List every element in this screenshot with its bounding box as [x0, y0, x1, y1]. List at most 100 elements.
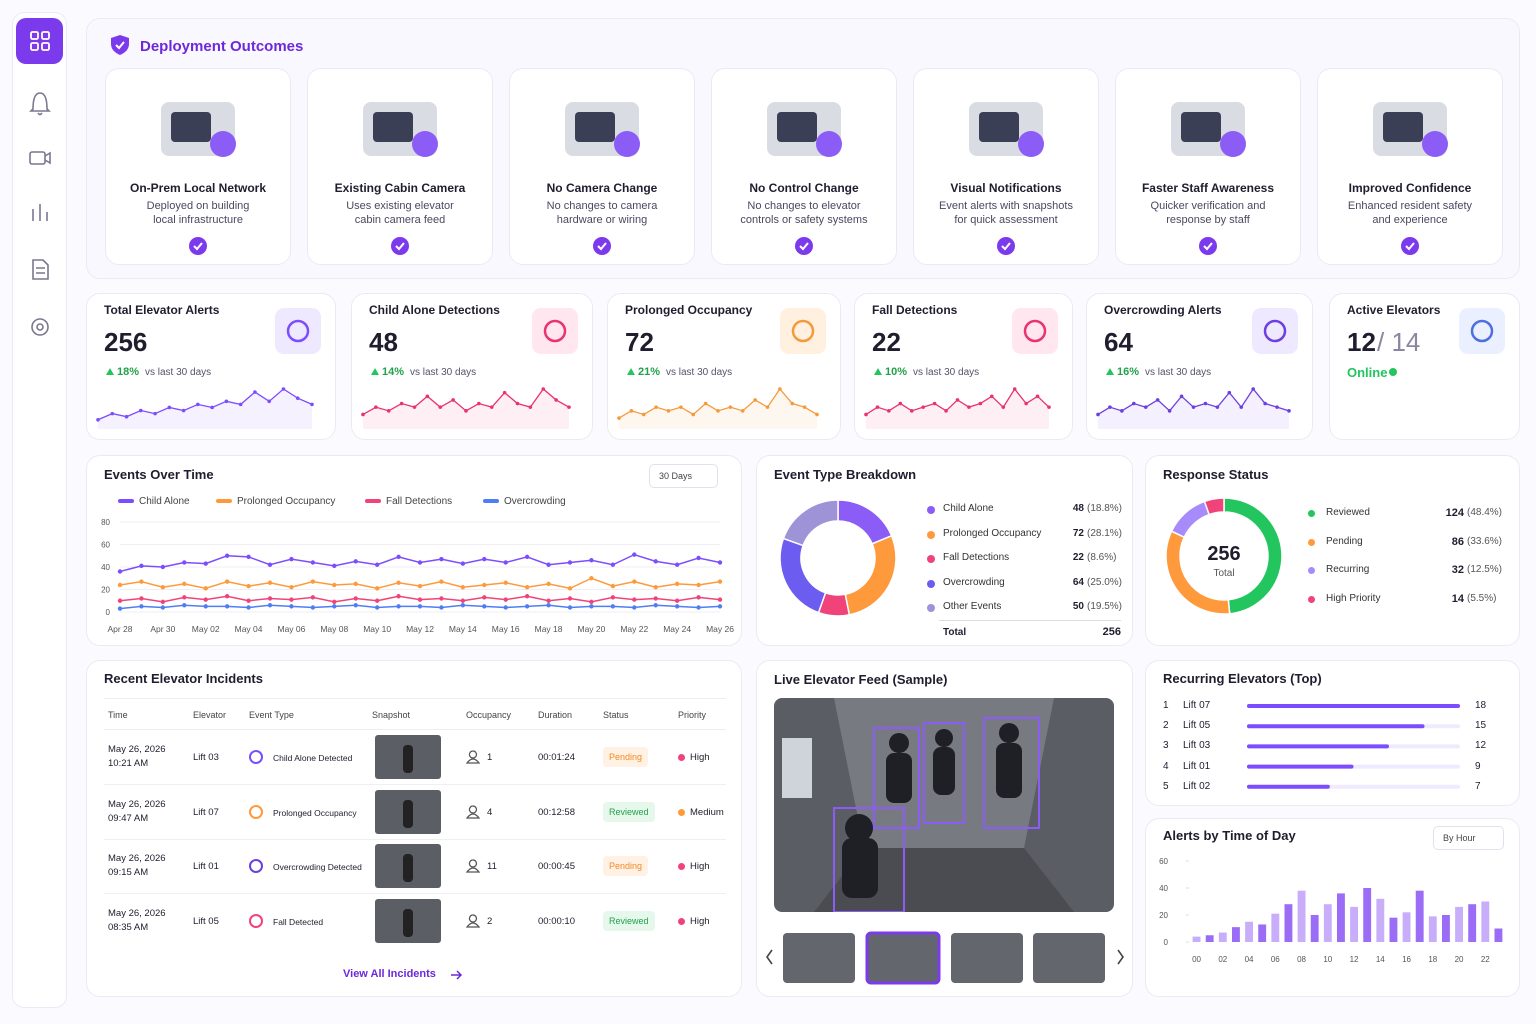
- series-dot: [289, 556, 294, 562]
- nav-alerts[interactable]: [29, 92, 51, 116]
- icon-bg: [1012, 308, 1058, 354]
- legend-dot: [1308, 538, 1315, 546]
- series-dot: [674, 581, 680, 587]
- table-rule: [104, 893, 726, 894]
- table-rule: [104, 698, 726, 699]
- total-rule: [939, 620, 1121, 621]
- bar: [1455, 906, 1463, 942]
- kpi-status: Online: [1347, 365, 1388, 380]
- legend-swatch: [365, 499, 381, 503]
- kpi-title: Active Elevators: [1347, 303, 1441, 317]
- feed-panel: Live Elevator Feed (Sample): [756, 660, 1133, 997]
- incident-time: 10:21 AM: [108, 758, 149, 769]
- bar: [1247, 764, 1354, 769]
- category-label: Lift 01: [1183, 760, 1211, 772]
- series-dot: [117, 569, 123, 574]
- sparkline-dot: [875, 405, 880, 409]
- prev-button[interactable]: [766, 949, 773, 965]
- series-dot: [117, 598, 123, 603]
- incident-time: 09:47 AM: [108, 812, 149, 824]
- outcome-illustration: [565, 102, 640, 157]
- sparkline-dot: [1108, 405, 1112, 409]
- sparkline-dot: [909, 409, 914, 413]
- value-label: 9: [1475, 760, 1481, 772]
- thumb[interactable]: [783, 933, 855, 983]
- event-icon: [249, 750, 263, 764]
- bar: [1247, 784, 1330, 789]
- legend-dot: [927, 530, 935, 539]
- series-dot: [139, 604, 144, 609]
- series-dot: [482, 582, 487, 588]
- sparkline-dot: [654, 405, 658, 409]
- thumb[interactable]: [1033, 933, 1105, 983]
- check-mark: [1405, 242, 1415, 251]
- up-arrow: [1106, 368, 1114, 375]
- kpi-title: Fall Detections: [872, 303, 958, 317]
- nav-stats[interactable]: [32, 204, 48, 221]
- series-dot: [396, 580, 401, 585]
- shield-icon: [111, 35, 129, 55]
- nav-settings[interactable]: [31, 318, 49, 336]
- series-dot: [417, 560, 423, 565]
- x-tick-label: May 16: [492, 624, 520, 634]
- sparkline-dot: [361, 412, 365, 417]
- series-dot: [310, 560, 316, 565]
- check-mark: [193, 242, 203, 251]
- kpi-value: 48: [369, 327, 398, 357]
- sparkline-dot: [502, 390, 507, 395]
- sparkline-dot: [1035, 394, 1040, 399]
- legend-percent: (25.0%): [1087, 576, 1123, 588]
- nav-reports[interactable]: [32, 259, 49, 280]
- sparkline-dot: [477, 401, 481, 406]
- series-dot: [203, 604, 208, 609]
- range-select[interactable]: By Hour: [1433, 826, 1504, 850]
- sparkline: [97, 388, 313, 421]
- thumb[interactable]: [951, 933, 1023, 983]
- bar: [1481, 901, 1490, 942]
- thumb[interactable]: [865, 931, 941, 985]
- series-dot: [546, 598, 551, 603]
- series-dot: [417, 604, 423, 609]
- incident-elevator: Lift 03: [193, 752, 219, 763]
- line-chart: 0 20 40 60 80 Apr 28 Apr 30 May 02 May 04 May 06 M…: [101, 518, 734, 634]
- sparkline-dot: [1143, 405, 1148, 409]
- legend-percent: (33.6%): [1467, 535, 1503, 547]
- outcome-card: [105, 68, 291, 265]
- legend-dot: [1308, 595, 1315, 603]
- sparkline-dot: [281, 387, 286, 391]
- view-all-link[interactable]: View All Incidents: [343, 968, 436, 980]
- x-tick-label: May 26: [706, 624, 734, 634]
- rank-label: 1: [1163, 700, 1169, 711]
- sparkline: [1096, 387, 1291, 429]
- series-dot: [139, 563, 144, 569]
- snapshot: [375, 844, 441, 888]
- legend-label: Prolonged Occupancy: [237, 496, 336, 507]
- sparkline-dot: [1203, 401, 1208, 406]
- legend-dot: [927, 579, 935, 588]
- illustration-screen: [1181, 112, 1221, 142]
- outcome-desc: No changes to elevator: [747, 200, 861, 212]
- bar: [1247, 744, 1389, 749]
- series-dot: [524, 585, 530, 590]
- sparkline-dot: [374, 405, 378, 409]
- outcome-desc: local infrastructure: [153, 214, 243, 226]
- x-tick-label: May 24: [663, 624, 691, 634]
- snapshot: [375, 789, 441, 834]
- sparkline-dot: [1047, 405, 1051, 409]
- value-label: 12: [1475, 740, 1487, 752]
- series-dot: [289, 585, 294, 590]
- series-dot: [246, 605, 251, 610]
- sparkline-dot: [1001, 405, 1006, 409]
- donut-total: 256: [1207, 543, 1241, 565]
- illustration-accent: [1422, 131, 1448, 157]
- illustration-screen: [979, 112, 1019, 142]
- range-select[interactable]: 30 Days: [649, 464, 718, 488]
- legend-value: 72: [1072, 527, 1084, 539]
- incident-status: Pending: [603, 856, 649, 876]
- series-dot: [589, 558, 594, 563]
- nav-dashboard[interactable]: [16, 18, 63, 64]
- nav-video[interactable]: [29, 151, 46, 165]
- next-button[interactable]: [1117, 949, 1124, 965]
- priority-dot: [678, 808, 685, 816]
- x-tick-label: May 20: [577, 624, 605, 634]
